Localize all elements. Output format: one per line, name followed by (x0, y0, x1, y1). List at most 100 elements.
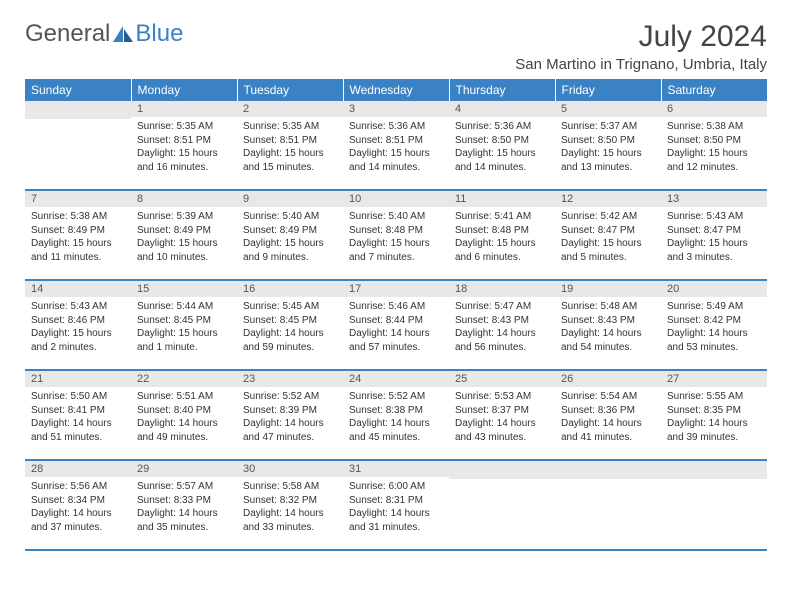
day-number: 10 (343, 191, 449, 207)
calendar-day-cell: 1Sunrise: 5:35 AMSunset: 8:51 PMDaylight… (131, 101, 237, 190)
daylight-text: Daylight: 14 hours and 41 minutes. (561, 417, 655, 444)
day-content: Sunrise: 5:52 AMSunset: 8:38 PMDaylight:… (343, 387, 449, 448)
sunset-text: Sunset: 8:42 PM (667, 314, 761, 328)
sunrise-text: Sunrise: 5:58 AM (243, 480, 337, 494)
calendar-day-cell: 9Sunrise: 5:40 AMSunset: 8:49 PMDaylight… (237, 190, 343, 280)
sunset-text: Sunset: 8:41 PM (31, 404, 125, 418)
sunrise-text: Sunrise: 5:44 AM (137, 300, 231, 314)
day-number: 7 (25, 191, 131, 207)
day-content: Sunrise: 5:35 AMSunset: 8:51 PMDaylight:… (131, 117, 237, 178)
daylight-text: Daylight: 14 hours and 51 minutes. (31, 417, 125, 444)
title-block: July 2024 San Martino in Trignano, Umbri… (515, 20, 767, 73)
day-content: Sunrise: 5:38 AMSunset: 8:49 PMDaylight:… (25, 207, 131, 268)
calendar-day-cell: 23Sunrise: 5:52 AMSunset: 8:39 PMDayligh… (237, 370, 343, 460)
day-content: Sunrise: 5:45 AMSunset: 8:45 PMDaylight:… (237, 297, 343, 358)
sunrise-text: Sunrise: 5:51 AM (137, 390, 231, 404)
day-number: 29 (131, 461, 237, 477)
sunset-text: Sunset: 8:33 PM (137, 494, 231, 508)
calendar-day-cell: 13 Sunrise: 5:43 AMSunset: 8:47 PMDayligh… (661, 190, 767, 280)
sunset-text: Sunset: 8:38 PM (349, 404, 443, 418)
day-number: 14 (25, 281, 131, 297)
sunrise-text: Sunrise: 5:42 AM (561, 210, 655, 224)
logo: GeneralBlue (25, 20, 183, 48)
calendar-day-cell: 21Sunrise: 5:50 AMSunset: 8:41 PMDayligh… (25, 370, 131, 460)
day-content: Sunrise: 5:44 AMSunset: 8:45 PMDaylight:… (131, 297, 237, 358)
weekday-header: Wednesday (343, 79, 449, 101)
weekday-header: Friday (555, 79, 661, 101)
calendar-day-cell: 12Sunrise: 5:42 AMSunset: 8:47 PMDayligh… (555, 190, 661, 280)
calendar-day-cell: 22Sunrise: 5:51 AMSunset: 8:40 PMDayligh… (131, 370, 237, 460)
daylight-text: Daylight: 14 hours and 39 minutes. (667, 417, 761, 444)
sunset-text: Sunset: 8:48 PM (349, 224, 443, 238)
sunrise-text: Sunrise: 5:40 AM (243, 210, 337, 224)
sunset-text: Sunset: 8:35 PM (667, 404, 761, 418)
sunset-text: Sunset: 8:44 PM (349, 314, 443, 328)
sunrise-text: Sunrise: 5:43 AM (667, 210, 761, 224)
daylight-text: Daylight: 15 hours and 14 minutes. (455, 147, 549, 174)
daylight-text: Daylight: 15 hours and 15 minutes. (243, 147, 337, 174)
calendar-day-cell: 20Sunrise: 5:49 AMSunset: 8:42 PMDayligh… (661, 280, 767, 370)
day-number: 16 (237, 281, 343, 297)
sunset-text: Sunset: 8:45 PM (243, 314, 337, 328)
day-number (555, 461, 661, 479)
day-number: 19 (555, 281, 661, 297)
calendar-day-cell: 31Sunrise: 6:00 AMSunset: 8:31 PMDayligh… (343, 460, 449, 550)
daylight-text: Daylight: 15 hours and 10 minutes. (137, 237, 231, 264)
sunrise-text: Sunrise: 5:52 AM (349, 390, 443, 404)
day-number: 13 (661, 191, 767, 207)
weekday-header-row: Sunday Monday Tuesday Wednesday Thursday… (25, 79, 767, 101)
sunset-text: Sunset: 8:39 PM (243, 404, 337, 418)
day-number: 24 (343, 371, 449, 387)
sunset-text: Sunset: 8:31 PM (349, 494, 443, 508)
day-number: 27 (661, 371, 767, 387)
sunrise-text: Sunrise: 5:47 AM (455, 300, 549, 314)
weekday-header: Monday (131, 79, 237, 101)
calendar-week-row: 14Sunrise: 5:43 AMSunset: 8:46 PMDayligh… (25, 280, 767, 370)
day-number: 25 (449, 371, 555, 387)
daylight-text: Daylight: 14 hours and 59 minutes. (243, 327, 337, 354)
day-content: Sunrise: 5:35 AMSunset: 8:51 PMDaylight:… (237, 117, 343, 178)
day-content: Sunrise: 5:42 AMSunset: 8:47 PMDaylight:… (555, 207, 661, 268)
daylight-text: Daylight: 15 hours and 1 minute. (137, 327, 231, 354)
logo-text-1: General (25, 20, 110, 48)
day-number: 21 (25, 371, 131, 387)
sunrise-text: Sunrise: 5:49 AM (667, 300, 761, 314)
daylight-text: Daylight: 14 hours and 33 minutes. (243, 507, 337, 534)
calendar-day-cell: 18Sunrise: 5:47 AMSunset: 8:43 PMDayligh… (449, 280, 555, 370)
sunset-text: Sunset: 8:47 PM (667, 224, 761, 238)
calendar-day-cell: 19Sunrise: 5:48 AMSunset: 8:43 PMDayligh… (555, 280, 661, 370)
daylight-text: Daylight: 14 hours and 37 minutes. (31, 507, 125, 534)
sunrise-text: Sunrise: 5:57 AM (137, 480, 231, 494)
weekday-header: Thursday (449, 79, 555, 101)
day-number: 28 (25, 461, 131, 477)
day-number: 9 (237, 191, 343, 207)
sunset-text: Sunset: 8:51 PM (137, 134, 231, 148)
calendar-week-row: 1Sunrise: 5:35 AMSunset: 8:51 PMDaylight… (25, 101, 767, 190)
day-number: 18 (449, 281, 555, 297)
sunset-text: Sunset: 8:50 PM (455, 134, 549, 148)
calendar-day-cell: 25Sunrise: 5:53 AMSunset: 8:37 PMDayligh… (449, 370, 555, 460)
calendar-day-cell: 27Sunrise: 5:55 AMSunset: 8:35 PMDayligh… (661, 370, 767, 460)
calendar-day-cell: 3Sunrise: 5:36 AMSunset: 8:51 PMDaylight… (343, 101, 449, 190)
day-number: 15 (131, 281, 237, 297)
weekday-header: Sunday (25, 79, 131, 101)
daylight-text: Daylight: 15 hours and 9 minutes. (243, 237, 337, 264)
day-number (25, 101, 131, 119)
sunrise-text: Sunrise: 5:38 AM (31, 210, 125, 224)
sunrise-text: Sunrise: 5:35 AM (243, 120, 337, 134)
calendar-day-cell: 5Sunrise: 5:37 AMSunset: 8:50 PMDaylight… (555, 101, 661, 190)
daylight-text: Daylight: 15 hours and 3 minutes. (667, 237, 761, 264)
daylight-text: Daylight: 14 hours and 31 minutes. (349, 507, 443, 534)
daylight-text: Daylight: 14 hours and 49 minutes. (137, 417, 231, 444)
sunrise-text: Sunrise: 5:46 AM (349, 300, 443, 314)
day-number: 11 (449, 191, 555, 207)
day-content: Sunrise: 6:00 AMSunset: 8:31 PMDaylight:… (343, 477, 449, 538)
day-number: 5 (555, 101, 661, 117)
calendar-day-cell: 2Sunrise: 5:35 AMSunset: 8:51 PMDaylight… (237, 101, 343, 190)
sunset-text: Sunset: 8:45 PM (137, 314, 231, 328)
day-content: Sunrise: 5:51 AMSunset: 8:40 PMDaylight:… (131, 387, 237, 448)
day-number (449, 461, 555, 479)
sunrise-text: Sunrise: 5:36 AM (349, 120, 443, 134)
sunset-text: Sunset: 8:51 PM (243, 134, 337, 148)
sunrise-text: Sunrise: 5:52 AM (243, 390, 337, 404)
